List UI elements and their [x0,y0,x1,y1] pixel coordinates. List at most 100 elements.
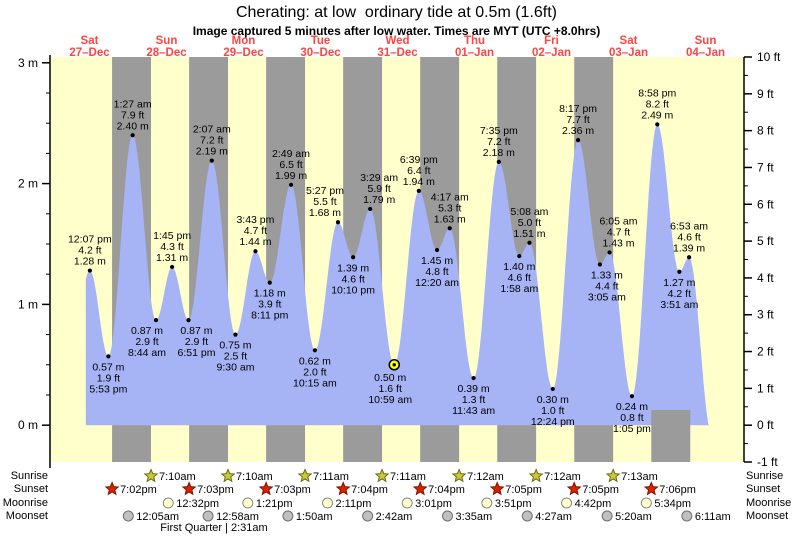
tide-point-label: 0.87 m [131,325,163,337]
tide-point-label: 8:44 am [128,347,166,359]
sunrise-icon [143,468,159,483]
tide-point-label: 7.2 ft [200,135,223,147]
tide-point-dot [253,249,258,254]
sunset-icon [489,481,505,496]
moonset-time: 5:20am [615,511,652,523]
tide-point-dot [267,280,272,285]
tide-point-label: 1.79 m [363,194,395,206]
tide-point-label: 0.8 ft [620,412,643,424]
right-axis-label: 3 ft [757,308,774,322]
moonset-time: 1:50am [296,511,333,523]
moonrise-time: 12:32pm [176,498,219,510]
tide-point-label: 2.40 m [117,120,149,132]
sunset-time: 7:02pm [120,484,157,496]
moonrise-icon [561,497,573,509]
tide-point-label: 1.44 m [239,236,271,248]
tide-point-label: 1.43 m [602,237,634,249]
moonset-row-label-left: Moonset [5,510,48,522]
sunrise-time: 7:12am [544,471,581,483]
tide-point-label: 2.9 ft [185,336,208,348]
tide-point-label: 4.7 ft [607,226,630,238]
tide-point-label: 4.7 ft [244,225,267,237]
tide-point-label: 5.9 ft [367,183,390,195]
left-axis-label: 0 m [18,418,38,432]
tide-point-label: 1.99 m [275,170,307,182]
right-axis-label: 0 ft [757,418,774,432]
night-band-partial [651,410,691,462]
tide-point-label: 1.39 m [673,242,705,254]
tide-point-label: 4.6 ft [677,231,700,243]
right-axis-label: 2 ft [757,345,774,359]
tide-point-label: 0.50 m [374,372,406,384]
right-axis-label: -1 ft [757,455,778,469]
right-axis-label: 4 ft [757,271,774,285]
day-name-label: Wed [385,35,409,47]
sunrise-icon [451,468,467,483]
sunset-icon [335,481,351,496]
moonrise-icon [242,497,254,509]
tide-point-label: 2.5 ft [224,351,247,363]
moonrise-time: 3:51pm [495,498,532,510]
tide-point-label: 7.2 ft [487,136,510,148]
tide-point-label: 1.51 m [513,228,545,240]
tide-point-label: 1.94 m [403,176,435,188]
sunset-time: 7:05pm [505,484,542,496]
tide-point-label: 1.33 m [591,270,623,282]
moonset-time: 3:35am [455,511,492,523]
sunset-time: 7:04pm [428,484,465,496]
current-time-marker-dot [392,363,396,367]
tide-area [85,124,709,426]
tide-point-dot [471,375,476,381]
tide-point-label: 4:17 am [431,191,469,203]
sunrise-time: 7:13am [621,471,658,483]
sunrise-icon [374,468,390,483]
tide-point-label: 5.5 ft [313,196,336,208]
tide-point-label: 8:17 pm [559,103,597,115]
sunset-icon [104,481,120,496]
tide-point-label: 7.9 ft [121,109,144,121]
tide-point-label: 1.0 ft [541,405,564,417]
sunrise-icon [297,468,313,483]
sunset-time: 7:03pm [197,484,234,496]
tide-point-label: 10:10 pm [331,284,375,296]
tide-point-dot [209,158,214,163]
tide-point-label: 6:53 am [670,220,708,232]
tide-point-label: 12:24 pm [531,416,575,428]
right-axis-label: 10 ft [757,50,781,64]
tide-point-label: 12:07 pm [68,234,112,246]
day-name-label: Mon [232,35,256,47]
tide-point-label: 8:11 pm [251,310,288,322]
tide-point-label: 0.62 m [299,355,331,367]
tide-point-label: 0.75 m [219,340,251,352]
tide-point-label: 1:58 am [500,283,538,295]
sunrise-icon [528,468,544,483]
tide-point-label: 1.9 ft [97,372,120,384]
tide-point-dot [575,138,581,143]
tide-point-label: 6.5 ft [279,159,302,171]
right-axis-label: 1 ft [757,381,774,395]
tide-point-dot [170,264,175,270]
tide-point-label: 5:08 am [510,206,548,218]
tide-point-label: 1.63 m [434,213,466,225]
right-axis-label: 6 ft [757,197,774,211]
day-name-label: Tue [311,35,331,47]
tide-point-label: 1.27 m [663,277,695,289]
tide-point-dot [686,255,692,260]
tide-point-label: 3:51 am [660,299,698,311]
page-subtitle: Image captured 5 minutes after low water… [192,24,601,38]
tide-point-label: 2:49 am [272,148,310,160]
left-axis-label: 1 m [18,297,38,311]
day-name-label: Sun [156,35,178,47]
moonrise-icon [322,497,334,509]
day-date-label: 28–Dec [146,47,187,59]
tide-point-dot [312,348,317,353]
tide-point-label: 2.0 ft [303,366,326,378]
tide-point-label: 6:51 pm [178,347,216,359]
day-name-label: Sat [81,35,99,47]
day-name-label: Sat [620,35,638,47]
moonset-time: 6:11am [695,511,731,523]
moonset-icon [122,510,134,522]
moonrise-time: 5:34pm [654,498,691,510]
moonrise-row-label-left: Moonrise [2,497,48,509]
